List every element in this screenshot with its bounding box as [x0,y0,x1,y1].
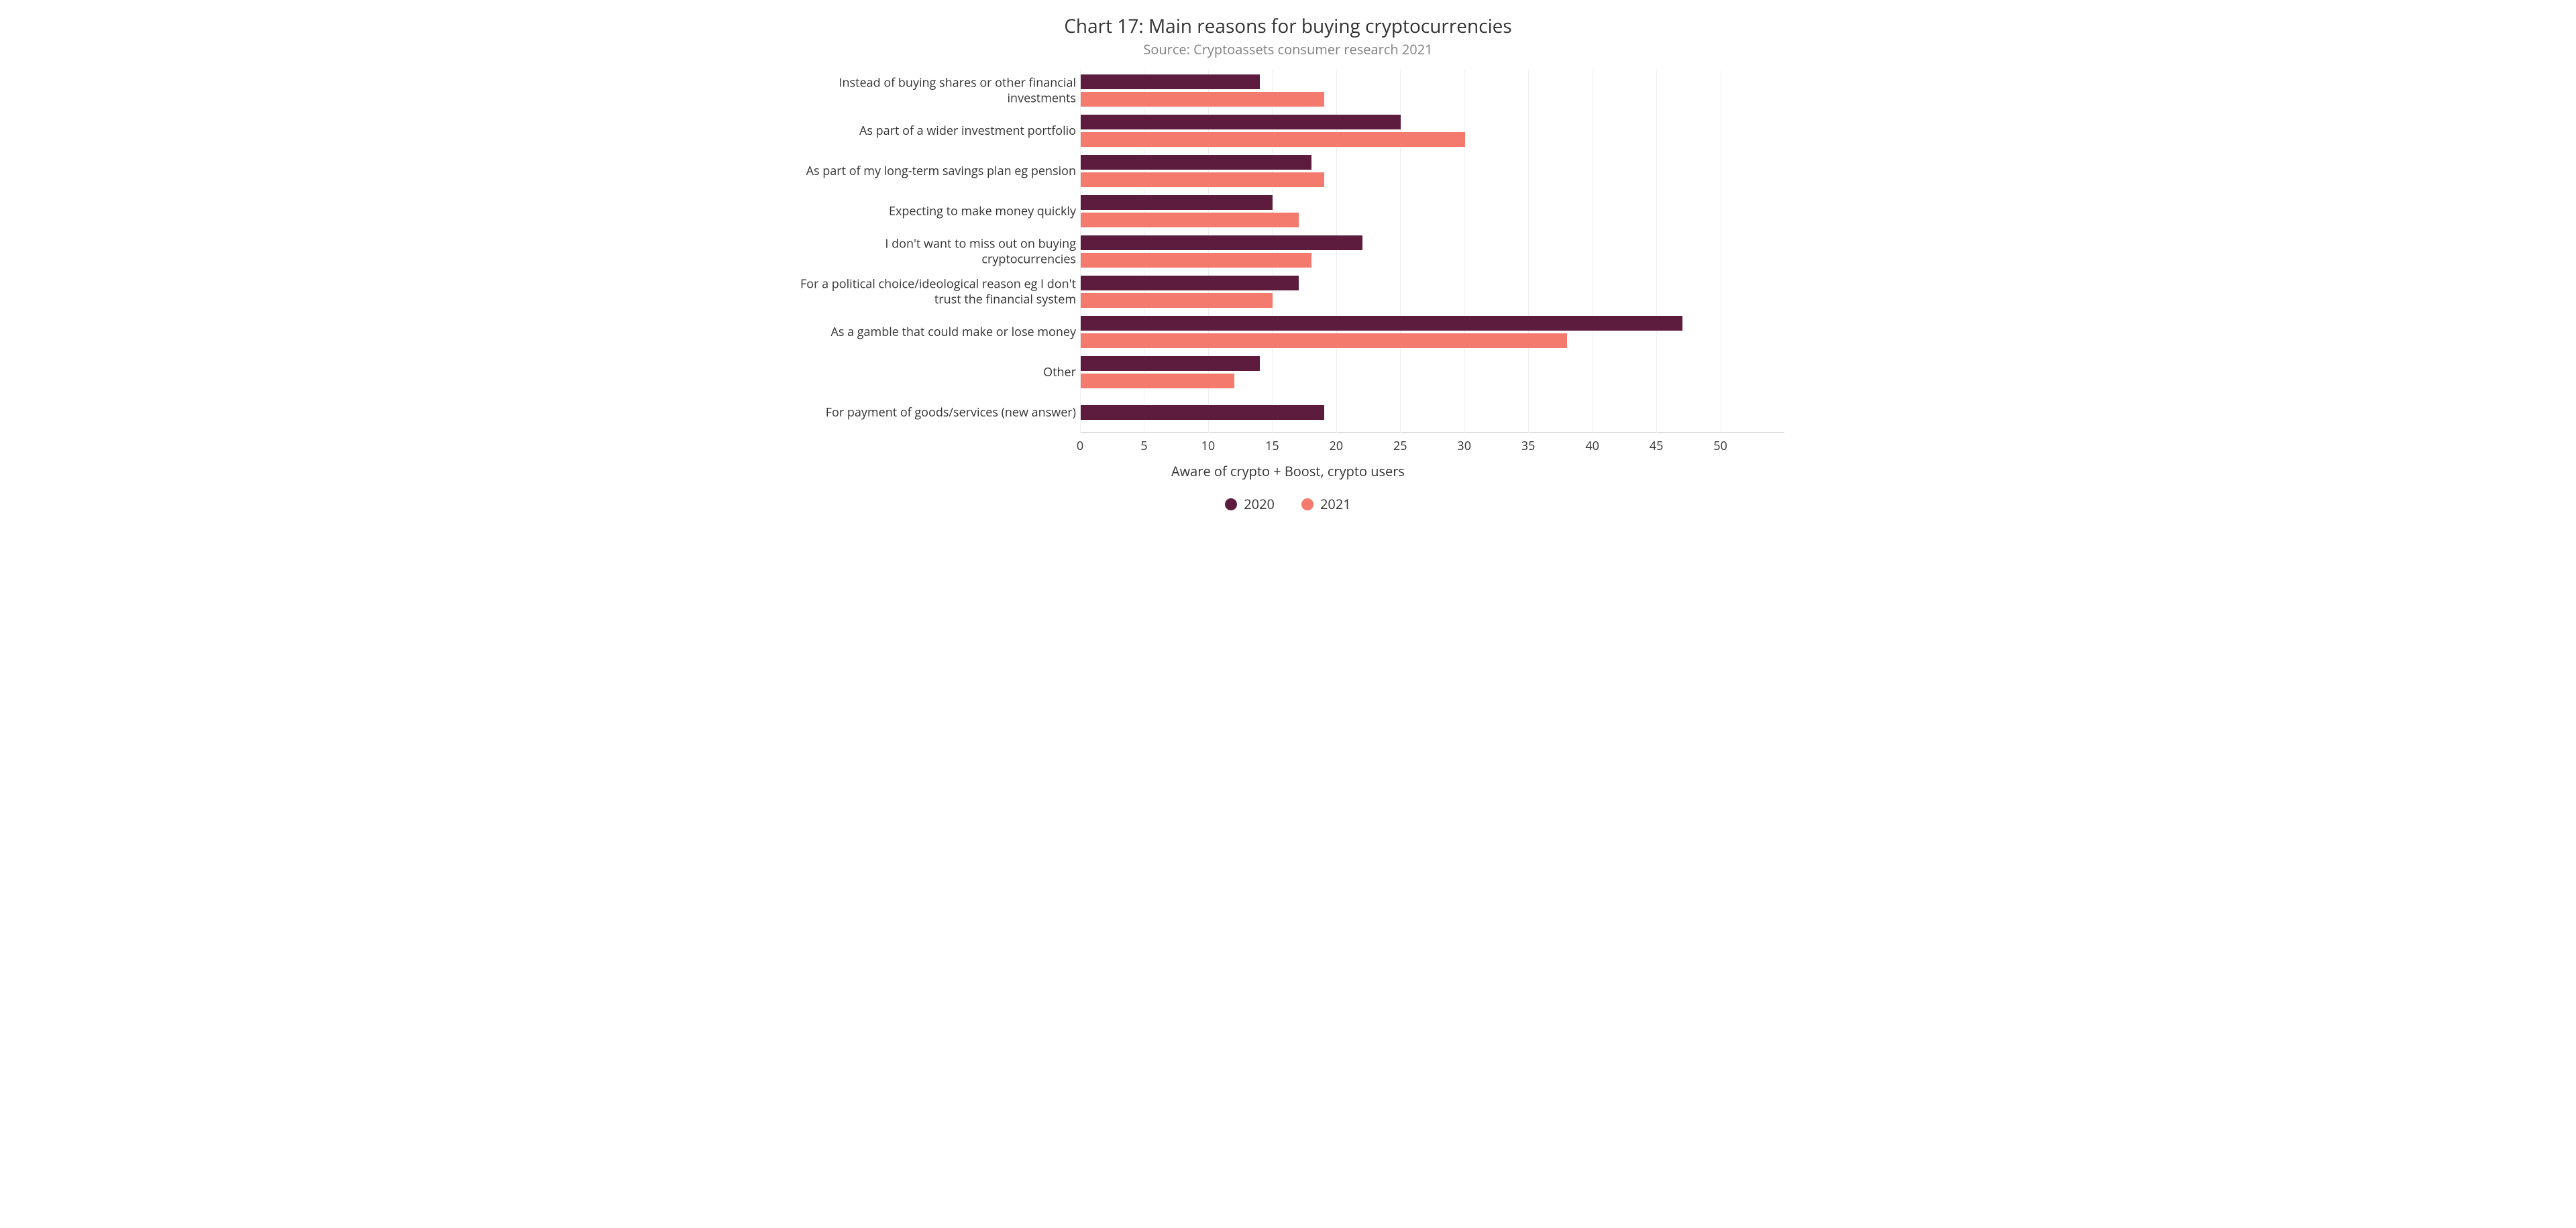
bar-2021 [1081,333,1567,348]
x-tick-label: 0 [1077,438,1083,454]
y-category-label: As part of my long-term savings plan eg … [794,164,1076,179]
y-category-label: For a political choice/ideological reaso… [794,277,1076,307]
bar-2020 [1081,316,1682,331]
gridline [1656,70,1657,433]
bar-2021 [1081,253,1311,268]
bar-2020 [1081,115,1401,129]
bar-2020 [1081,356,1260,371]
bar-2020 [1081,405,1324,420]
chart-container: Chart 17: Main reasons for buying crypto… [792,13,1784,513]
bar-2020 [1081,195,1273,210]
y-category-label: Instead of buying shares or other financ… [794,76,1076,106]
legend-swatch-2021 [1301,498,1313,510]
x-tick-label: 50 [1713,438,1727,454]
x-tick-label: 10 [1201,438,1216,454]
legend-label-2021: 2021 [1320,495,1351,513]
y-category-label: I don't want to miss out on buying crypt… [794,237,1076,267]
x-tick-label: 25 [1393,438,1407,454]
gridline [1528,70,1529,433]
legend: 2020 2021 [792,495,1784,513]
y-category-label: Expecting to make money quickly [794,204,1076,219]
x-axis-line [1080,432,1784,433]
x-tick-label: 40 [1585,438,1599,454]
bar-2021 [1081,374,1234,388]
chart-subtitle: Source: Cryptoassets consumer research 2… [792,40,1784,58]
plot-area: 05101520253035404550 [1080,70,1784,433]
legend-swatch-2020 [1225,498,1237,510]
bar-2021 [1081,132,1465,147]
bar-2021 [1081,172,1324,187]
x-tick-label: 20 [1330,438,1344,454]
bar-2020 [1081,74,1260,89]
x-tick-label: 45 [1650,438,1664,454]
x-tick-label: 5 [1140,438,1147,454]
legend-item-2021: 2021 [1301,495,1351,513]
chart-title: Chart 17: Main reasons for buying crypto… [792,13,1784,39]
legend-item-2020: 2020 [1225,495,1275,513]
bar-2020 [1081,276,1299,290]
y-axis-labels: Instead of buying shares or other financ… [792,70,1080,433]
gridline [1464,70,1465,433]
x-tick-label: 15 [1265,438,1279,454]
legend-label-2020: 2020 [1244,495,1275,513]
y-category-label: As a gamble that could make or lose mone… [794,325,1076,340]
bar-2021 [1081,92,1324,107]
plot-row: Instead of buying shares or other financ… [792,70,1784,433]
bar-2021 [1081,293,1273,308]
bar-2021 [1081,213,1299,227]
x-axis-title: Aware of crypto + Boost, crypto users [792,462,1784,480]
bar-2020 [1081,235,1362,250]
bar-2020 [1081,155,1311,170]
y-category-label: For payment of goods/services (new answe… [794,405,1076,421]
x-tick-label: 30 [1457,438,1471,454]
y-category-label: Other [794,365,1076,380]
x-tick-label: 35 [1521,438,1536,454]
y-category-label: As part of a wider investment portfolio [794,123,1076,139]
